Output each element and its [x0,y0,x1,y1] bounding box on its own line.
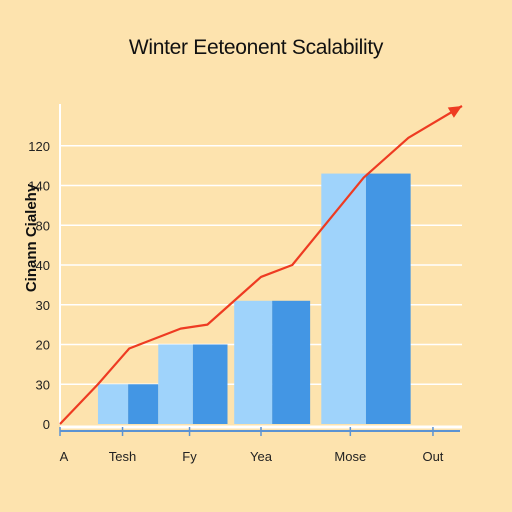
y-tick-label: 30 [36,377,50,392]
chart-title: Winter Eeteonent Scalability [128,36,384,59]
y-axis-label: Cinann Cialehy [23,183,40,292]
y-tick-label: 120 [28,139,50,154]
bar-yea-light [234,300,273,424]
bar-tesh-light [97,384,129,424]
y-tick-label: 0 [43,417,50,432]
bar-fy-dark [192,344,228,424]
x-tick-label: A [60,449,69,464]
axis-labels: 0 30 20 30 40 80 140 120 A Tesh Fy Yea Mose Out [28,139,444,464]
bars [97,173,411,424]
y-tick-label: 40 [36,258,50,273]
x-tick-label: Fy [182,449,197,464]
x-tick-label: Mose [334,449,366,464]
x-tick-label: Out [422,449,443,464]
x-tick-label: Yea [250,449,273,464]
y-tick-label: 20 [36,338,50,353]
axes [59,104,462,436]
trend-arrowhead [447,106,462,118]
trend-line-path [59,105,463,425]
bar-fy-light [158,344,193,424]
bar-tesh-dark [128,384,159,424]
x-tick-label: Tesh [109,449,136,464]
bar-yea-dark [272,300,311,424]
y-tick-label: 140 [28,179,50,194]
y-tick-label: 80 [36,218,50,233]
bar-mose-dark [365,173,411,424]
bar-mose-light [321,173,366,424]
trend-line [59,105,463,425]
y-tick-label: 30 [36,298,50,313]
